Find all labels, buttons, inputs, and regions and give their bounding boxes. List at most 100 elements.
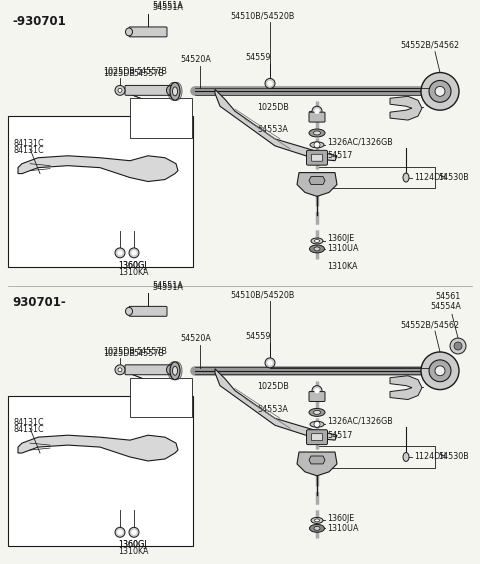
Text: 54554A: 54554A [430,302,461,311]
Text: 54551A: 54551A [152,280,183,289]
Circle shape [132,251,136,255]
Polygon shape [18,156,178,182]
Circle shape [312,386,322,395]
Ellipse shape [168,362,178,380]
Text: 1310UA: 1310UA [327,244,359,253]
Ellipse shape [167,365,176,374]
Ellipse shape [310,421,324,428]
Ellipse shape [429,81,451,102]
Ellipse shape [454,342,462,350]
Text: 930701-: 930701- [12,297,66,310]
Circle shape [129,248,139,258]
Text: 54557B: 54557B [136,347,167,356]
Text: 1310UA: 1310UA [327,524,359,533]
Circle shape [115,527,125,537]
Circle shape [118,89,122,92]
Text: 54559: 54559 [245,332,271,341]
Ellipse shape [125,307,132,315]
Polygon shape [297,173,337,196]
Text: 54557B: 54557B [133,349,164,358]
Polygon shape [390,376,422,399]
Circle shape [118,251,122,255]
Text: 1360GJ: 1360GJ [118,261,146,270]
Text: 54552B/54562: 54552B/54562 [400,320,459,329]
Ellipse shape [168,82,178,100]
Ellipse shape [435,366,445,376]
Polygon shape [309,456,325,464]
Text: 1326AC/1326GB: 1326AC/1326GB [327,138,393,147]
Circle shape [118,530,122,534]
Text: 84131C: 84131C [14,425,45,434]
Bar [8,395,193,546]
Text: 1360GJ: 1360GJ [118,540,146,549]
Text: 54551A: 54551A [152,3,183,12]
Ellipse shape [314,240,320,243]
Ellipse shape [170,82,180,100]
Ellipse shape [313,411,321,415]
Ellipse shape [421,73,459,110]
Text: 54520A: 54520A [180,55,211,64]
Ellipse shape [311,238,323,244]
Text: 54530B: 54530B [438,452,469,461]
Circle shape [265,78,275,89]
Circle shape [315,389,319,393]
Text: 1124DH: 1124DH [414,173,446,182]
Circle shape [132,530,136,534]
Text: 1360JE: 1360JE [327,235,354,244]
Ellipse shape [403,452,409,461]
Circle shape [314,421,320,428]
Circle shape [129,527,139,537]
Text: 1025DB: 1025DB [103,347,135,356]
Text: 54561: 54561 [435,292,460,301]
FancyBboxPatch shape [125,365,171,374]
Ellipse shape [314,247,320,251]
Text: 84131C: 84131C [14,139,45,148]
Ellipse shape [450,338,466,354]
Text: 1025DB: 1025DB [103,349,135,358]
Text: -930701: -930701 [12,15,66,28]
FancyBboxPatch shape [129,306,167,316]
Bar [130,378,192,417]
Ellipse shape [172,367,178,375]
Text: 1025DB: 1025DB [103,69,135,78]
Ellipse shape [125,28,132,36]
Circle shape [265,358,275,368]
Text: 84131C: 84131C [14,418,45,428]
Text: 1360GJ: 1360GJ [118,261,146,270]
Text: 54553A: 54553A [257,126,288,134]
Text: 84131C: 84131C [14,146,45,155]
Ellipse shape [429,360,451,382]
FancyBboxPatch shape [307,151,327,165]
Text: 1360GJ: 1360GJ [118,540,146,549]
Text: 1310KA: 1310KA [327,262,358,271]
Text: 1025DB: 1025DB [257,382,289,391]
FancyBboxPatch shape [125,85,171,95]
Text: 54551A: 54551A [152,283,183,292]
Ellipse shape [172,362,182,380]
Polygon shape [309,177,325,184]
Circle shape [115,85,125,95]
Ellipse shape [172,87,178,96]
Text: 54571: 54571 [425,378,450,387]
Text: 1360JE: 1360JE [327,514,354,523]
Ellipse shape [314,519,320,522]
Text: 54530B: 54530B [438,173,469,182]
Bar [8,116,193,267]
Text: 54557B: 54557B [136,68,167,77]
Text: 54510B/54520B: 54510B/54520B [230,290,294,299]
Bar [130,98,192,138]
Ellipse shape [403,173,409,182]
FancyBboxPatch shape [312,434,323,440]
Text: 54571: 54571 [425,99,450,108]
Ellipse shape [310,142,324,148]
Polygon shape [297,452,337,476]
Circle shape [115,365,125,374]
Text: 54520A: 54520A [180,334,211,343]
Text: 54552B/54562: 54552B/54562 [400,41,459,50]
Text: 54517: 54517 [327,151,352,160]
Ellipse shape [170,362,180,380]
Ellipse shape [310,525,324,532]
Ellipse shape [421,352,459,390]
Text: 54510B/54520B: 54510B/54520B [230,11,294,20]
Text: 1124DH: 1124DH [414,452,446,461]
